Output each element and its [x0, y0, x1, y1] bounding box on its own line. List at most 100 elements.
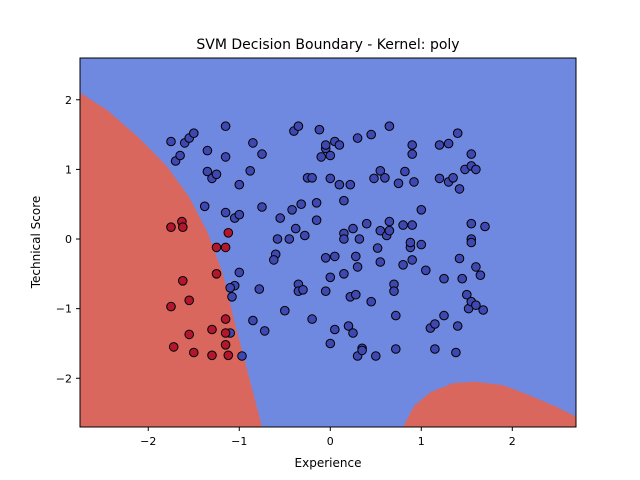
positive-point	[225, 283, 235, 293]
positive-point	[391, 344, 401, 354]
positive-point	[311, 215, 322, 225]
positive-point	[325, 173, 336, 184]
x-tick-label: 0	[327, 435, 334, 448]
positive-point	[199, 201, 210, 212]
positive-point	[284, 234, 295, 244]
positive-point	[245, 166, 255, 176]
x-tick-label: 1	[418, 435, 425, 448]
positive-point	[466, 218, 477, 229]
positive-point	[330, 251, 340, 262]
positive-point	[272, 234, 283, 244]
positive-point	[334, 179, 345, 190]
positive-point	[384, 121, 395, 131]
negative-point	[207, 350, 217, 361]
positive-point	[361, 218, 372, 229]
positive-point	[314, 124, 325, 135]
positive-point	[366, 129, 377, 140]
positive-point	[439, 273, 449, 284]
positive-point	[448, 173, 458, 183]
positive-point	[290, 223, 301, 234]
y-tick-label: 1	[65, 163, 72, 176]
positive-point	[334, 140, 345, 150]
chart-title: SVM Decision Boundary - Kernel: poly	[196, 37, 459, 53]
positive-class-points	[166, 121, 490, 361]
positive-point	[280, 305, 290, 316]
positive-point	[345, 179, 356, 190]
negative-point	[223, 228, 234, 238]
region-negative-1	[80, 92, 262, 427]
negative-class-points	[166, 216, 234, 361]
positive-point	[400, 166, 410, 177]
positive-point	[316, 152, 327, 162]
positive-point	[480, 221, 490, 232]
positive-point	[175, 150, 185, 161]
positive-point	[339, 195, 349, 206]
negative-point	[178, 222, 188, 232]
positive-point	[202, 166, 213, 177]
positive-point	[275, 213, 286, 223]
positive-point	[393, 178, 404, 189]
positive-point	[166, 136, 176, 147]
positive-point	[434, 173, 445, 184]
positive-point	[320, 140, 331, 150]
positive-point	[451, 347, 461, 358]
negative-point	[166, 301, 176, 312]
positive-point	[452, 321, 463, 331]
y-tick-label: −1	[56, 303, 72, 316]
positive-point	[375, 257, 386, 267]
positive-point	[478, 305, 489, 315]
x-tick-label: −1	[231, 435, 247, 448]
negative-point	[223, 350, 234, 361]
negative-point	[166, 222, 176, 232]
negative-point	[220, 242, 231, 253]
positive-point	[220, 121, 231, 131]
x-tick-label: 2	[509, 435, 516, 448]
plot-frame	[79, 57, 577, 428]
positive-point	[371, 351, 381, 361]
decision-regions	[80, 92, 576, 427]
positive-point	[293, 121, 304, 131]
positive-point	[343, 321, 354, 331]
positive-point	[454, 184, 465, 194]
positive-point	[211, 169, 222, 180]
positive-point	[475, 270, 486, 281]
positive-point	[357, 345, 367, 356]
positive-point	[300, 230, 310, 241]
positive-point	[307, 173, 317, 183]
x-axis-label: Experience	[295, 456, 362, 470]
positive-point	[227, 292, 237, 302]
positive-point	[339, 269, 349, 279]
positive-point	[311, 198, 322, 208]
positive-point	[202, 145, 213, 156]
positive-point	[389, 286, 399, 297]
positive-point	[366, 296, 377, 307]
negative-point	[207, 324, 217, 335]
positive-point	[220, 152, 231, 162]
positive-point	[320, 286, 331, 297]
negative-point	[184, 329, 194, 340]
positive-point	[307, 314, 317, 324]
x-axis: −2 −1 0 1 2	[140, 427, 516, 448]
positive-point	[457, 273, 468, 284]
positive-point	[471, 164, 481, 175]
x-tick-label: −2	[140, 435, 156, 448]
positive-point	[409, 177, 419, 187]
positive-point	[416, 239, 427, 250]
positive-point	[348, 223, 358, 234]
positive-point	[352, 262, 363, 272]
positive-point	[398, 260, 408, 270]
positive-point	[269, 255, 279, 265]
positive-point	[348, 328, 358, 338]
plot-area	[79, 57, 577, 428]
positive-point	[380, 173, 390, 183]
positive-point	[454, 253, 465, 264]
positive-point	[330, 324, 340, 335]
positive-point	[407, 220, 418, 230]
positive-point	[325, 272, 336, 283]
positive-point	[466, 237, 477, 248]
positive-point	[452, 128, 463, 138]
positive-point	[220, 207, 231, 218]
positive-point	[298, 285, 308, 295]
positive-point	[339, 234, 349, 244]
